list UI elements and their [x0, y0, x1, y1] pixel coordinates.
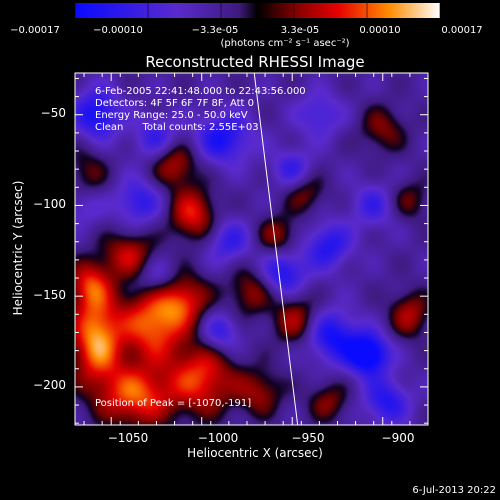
y-tick-label: −100: [33, 197, 66, 211]
chart-title: Reconstructed RHESSI Image: [145, 53, 365, 71]
detectors-line: Detectors: 4F 5F 6F 7F 8F, Att 0: [95, 98, 255, 109]
limb-line: [253, 73, 299, 425]
heatmap-image: [75, 73, 428, 425]
colorbar-tick-label: 0.00010: [359, 25, 401, 36]
plot-frame: [74, 72, 429, 426]
colorbar-tick-label: 0.00017: [441, 25, 483, 36]
x-tick-label: −1050: [107, 431, 149, 445]
clean-counts: Clean Total counts: 2.55E+03: [95, 122, 259, 133]
colorbar-tick-label: 3.3e-05: [280, 25, 320, 36]
x-tick-label: −950: [291, 431, 325, 445]
y-tick-label: −150: [33, 288, 66, 302]
y-tick-label: −50: [40, 106, 66, 120]
colorbar-tick-label: −3.3e-05: [191, 25, 239, 36]
render-timestamp: 6-Jul-2013 20:22: [412, 485, 496, 496]
colorbar-tick-label: −0.00017: [10, 25, 60, 36]
colorbar-units: (photons cm⁻² s⁻¹ asec⁻²): [220, 38, 350, 49]
observation-info: 6-Feb-2005 22:41:48.000 to 22:43:56.000 …: [95, 86, 306, 134]
y-axis-label: Heliocentric Y (arcsec): [11, 180, 25, 316]
x-axis-label: Heliocentric X (arcsec): [187, 446, 323, 460]
x-tick-label: −900: [381, 431, 415, 445]
peak-position-label: Position of Peak = [-1070,-191]: [95, 398, 252, 409]
axis-ticks: [75, 73, 429, 425]
y-tick-label: −200: [33, 378, 66, 392]
colorbar: [75, 3, 440, 18]
colorbar-ticks: [74, 3, 441, 18]
x-tick-label: −1000: [197, 431, 239, 445]
time-range: 6-Feb-2005 22:41:48.000 to 22:43:56.000: [95, 86, 306, 97]
energy-range: Energy Range: 25.0 - 50.0 keV: [95, 110, 248, 121]
colorbar-tick-label: −0.00010: [93, 25, 143, 36]
